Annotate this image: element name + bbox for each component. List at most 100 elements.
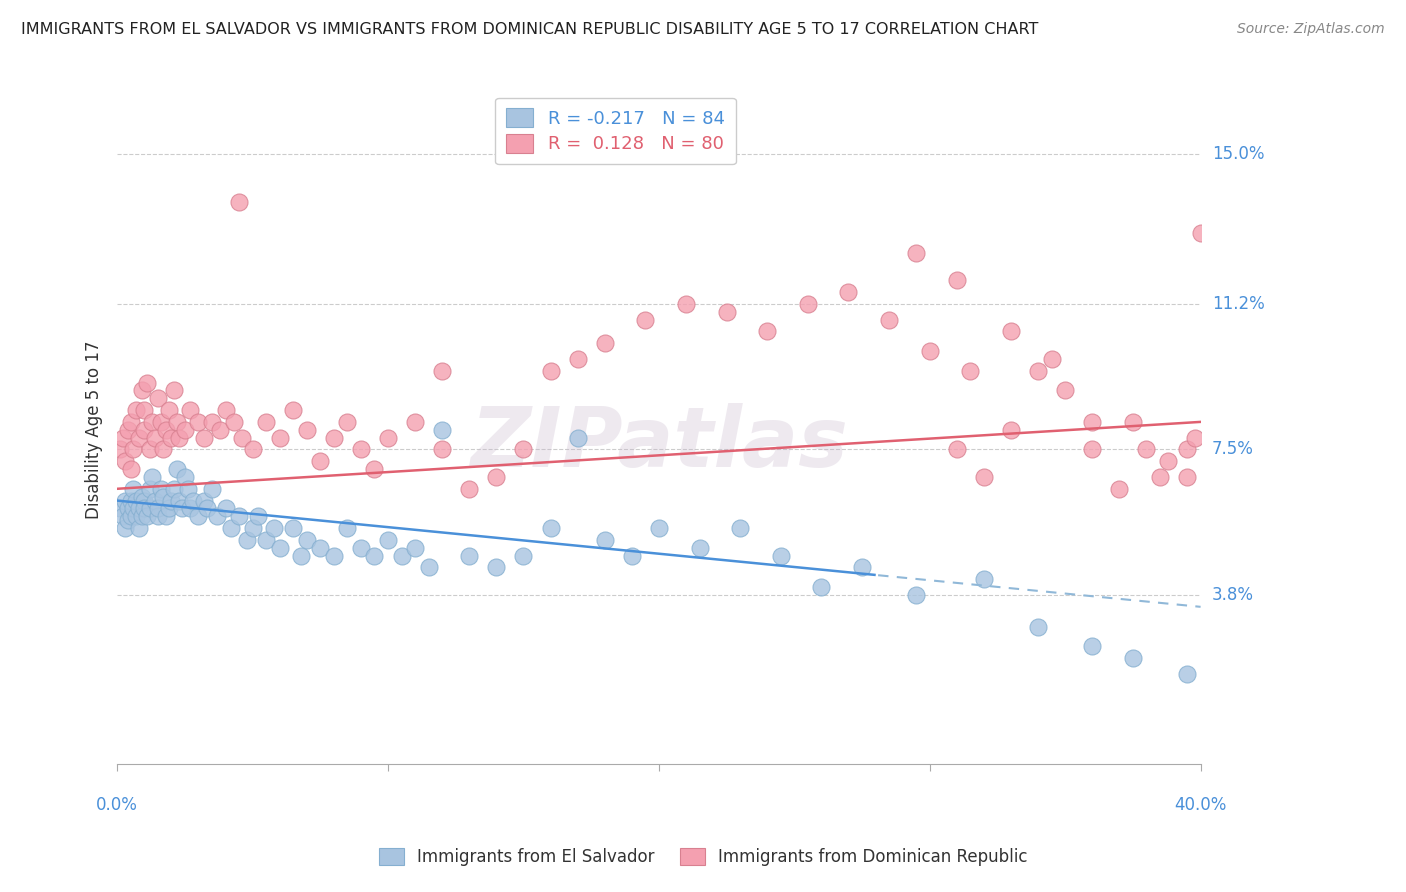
Point — [851, 560, 873, 574]
Point — [111, 509, 134, 524]
Point — [634, 312, 657, 326]
Point — [458, 549, 481, 563]
Point — [242, 442, 264, 457]
Point — [254, 533, 277, 547]
Point — [155, 423, 177, 437]
Point — [769, 549, 792, 563]
Point — [193, 431, 215, 445]
Text: IMMIGRANTS FROM EL SALVADOR VS IMMIGRANTS FROM DOMINICAN REPUBLIC DISABILITY AGE: IMMIGRANTS FROM EL SALVADOR VS IMMIGRANT… — [21, 22, 1039, 37]
Point — [363, 462, 385, 476]
Point — [567, 431, 589, 445]
Text: 15.0%: 15.0% — [1212, 145, 1264, 163]
Point — [163, 384, 186, 398]
Point — [1000, 325, 1022, 339]
Point — [222, 415, 245, 429]
Point — [138, 482, 160, 496]
Point — [134, 501, 156, 516]
Point — [1189, 226, 1212, 240]
Point — [377, 533, 399, 547]
Point — [201, 482, 224, 496]
Point — [128, 521, 150, 535]
Point — [1149, 470, 1171, 484]
Point — [959, 364, 981, 378]
Point — [166, 415, 188, 429]
Text: 11.2%: 11.2% — [1212, 295, 1264, 313]
Point — [228, 509, 250, 524]
Point — [136, 509, 159, 524]
Point — [125, 509, 148, 524]
Point — [117, 423, 139, 437]
Point — [404, 541, 426, 555]
Point — [179, 403, 201, 417]
Point — [540, 521, 562, 535]
Text: 40.0%: 40.0% — [1174, 796, 1227, 814]
Point — [242, 521, 264, 535]
Point — [905, 245, 928, 260]
Point — [1108, 482, 1130, 496]
Point — [728, 521, 751, 535]
Point — [201, 415, 224, 429]
Point — [1040, 351, 1063, 366]
Point — [1081, 442, 1104, 457]
Point — [141, 470, 163, 484]
Point — [1184, 431, 1206, 445]
Point — [231, 431, 253, 445]
Point — [593, 533, 616, 547]
Point — [131, 384, 153, 398]
Point — [236, 533, 259, 547]
Point — [1122, 415, 1144, 429]
Legend: Immigrants from El Salvador, Immigrants from Dominican Republic: Immigrants from El Salvador, Immigrants … — [373, 841, 1033, 873]
Point — [620, 549, 643, 563]
Point — [128, 501, 150, 516]
Point — [111, 431, 134, 445]
Point — [131, 509, 153, 524]
Point — [247, 509, 270, 524]
Point — [309, 454, 332, 468]
Point — [1175, 442, 1198, 457]
Point — [336, 415, 359, 429]
Point — [125, 493, 148, 508]
Point — [176, 482, 198, 496]
Point — [810, 580, 832, 594]
Point — [295, 423, 318, 437]
Point — [432, 364, 454, 378]
Point — [837, 285, 859, 299]
Point — [207, 509, 229, 524]
Point — [254, 415, 277, 429]
Point — [134, 493, 156, 508]
Point — [214, 403, 236, 417]
Point — [134, 403, 156, 417]
Point — [689, 541, 711, 555]
Point — [122, 442, 145, 457]
Point — [877, 312, 900, 326]
Point — [350, 541, 373, 555]
Point — [1157, 454, 1180, 468]
Point — [648, 521, 671, 535]
Point — [283, 403, 305, 417]
Point — [209, 423, 232, 437]
Point — [195, 501, 218, 516]
Point — [136, 376, 159, 390]
Text: 3.8%: 3.8% — [1212, 586, 1254, 604]
Point — [187, 509, 209, 524]
Point — [172, 501, 194, 516]
Point — [179, 501, 201, 516]
Point — [117, 501, 139, 516]
Point — [120, 415, 142, 429]
Point — [117, 513, 139, 527]
Point — [567, 351, 589, 366]
Text: Source: ZipAtlas.com: Source: ZipAtlas.com — [1237, 22, 1385, 37]
Point — [122, 482, 145, 496]
Point — [1175, 666, 1198, 681]
Point — [716, 304, 738, 318]
Point — [114, 521, 136, 535]
Point — [228, 194, 250, 209]
Point — [143, 431, 166, 445]
Point — [263, 521, 285, 535]
Point — [290, 549, 312, 563]
Point — [1026, 619, 1049, 633]
Point — [593, 336, 616, 351]
Point — [540, 364, 562, 378]
Point — [138, 501, 160, 516]
Point — [181, 493, 204, 508]
